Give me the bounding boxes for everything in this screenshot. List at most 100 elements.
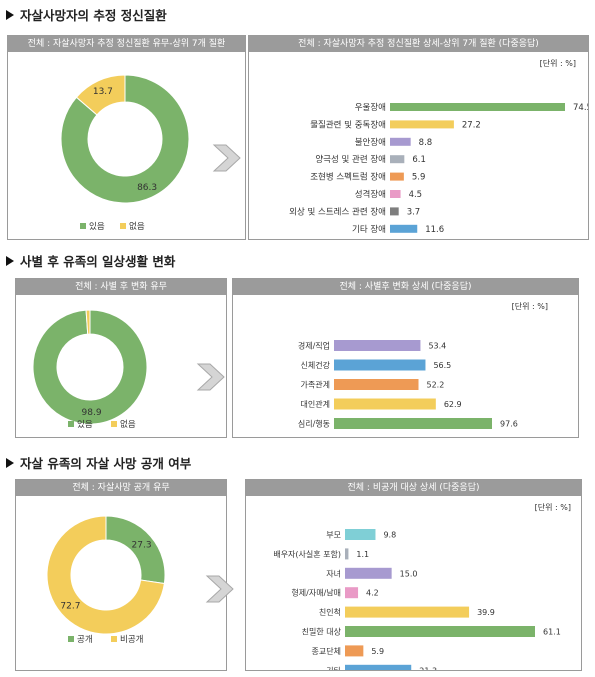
- bar-panel-header: 전체 : 비공개 대상 상세 (다중응답): [246, 480, 581, 496]
- bar: [390, 207, 399, 216]
- pie-value-label: 27.3: [132, 540, 152, 550]
- legend-swatch: [111, 421, 117, 427]
- pie-value-label: 13.7: [93, 87, 113, 97]
- bar: [345, 664, 412, 670]
- bar-value-label: 4.5: [409, 190, 423, 200]
- bar: [345, 645, 364, 657]
- legend-swatch: [111, 636, 117, 642]
- bar: [334, 379, 419, 390]
- legend-swatch: [120, 223, 126, 229]
- bar: [345, 548, 349, 560]
- donut-chart-1: 86.3 있음 13.7 없음: [60, 74, 190, 232]
- bar-value-label: 53.4: [428, 342, 446, 351]
- bar: [390, 120, 454, 129]
- bar-value-label: 39.9: [477, 608, 495, 617]
- pie-panel-header: 전체 : 사별 후 변화 유무: [16, 279, 226, 295]
- bar-value-label: 27.2: [462, 120, 481, 130]
- bar-value-label: 5.9: [371, 647, 384, 656]
- bar-value-label: 97.6: [500, 420, 518, 429]
- bar: [390, 224, 418, 233]
- pie-value-label: 86.3: [137, 183, 157, 193]
- bar-category-label: 친밀한 대상: [302, 627, 342, 637]
- bar: [345, 606, 470, 618]
- arrow-bullet-icon: [6, 255, 14, 266]
- legend-label: 비공개: [120, 634, 143, 645]
- bar-category-label: 가족관계: [301, 380, 330, 390]
- pie-slice: [60, 74, 190, 204]
- chevron-right-icon: [196, 363, 225, 391]
- legend-swatch: [68, 421, 74, 427]
- unit-label: [단위 : %]: [534, 503, 571, 512]
- arrow-bullet-icon: [6, 9, 14, 20]
- bar: [334, 398, 436, 410]
- bar-value-label: 1.1: [356, 550, 369, 559]
- bar-category-label: 종교단체: [312, 646, 341, 656]
- bar-panel-1: 전체 : 자살사망자 추정 정신질환 상세-상위 7개 질환 (다중응답) [단…: [248, 35, 589, 240]
- bar-category-label: 기타 장애: [352, 224, 386, 235]
- pie-panel-header: 전체 : 자살사망 공개 유무: [16, 480, 226, 496]
- bar-category-label: 배우자(사실혼 포함): [273, 549, 341, 559]
- bar-category-label: 조현병 스펙트럼 장애: [310, 172, 386, 183]
- pie-slice: [46, 515, 165, 635]
- bar: [345, 529, 376, 540]
- legend-swatch: [80, 223, 86, 229]
- section-title-text: 사별 후 유족의 일상생활 변화: [20, 254, 176, 269]
- chevron-right-icon: [205, 575, 234, 603]
- bar-value-label: 8.8: [419, 138, 433, 148]
- bar-value-label: 61.1: [543, 628, 561, 637]
- legend-label: 없음: [129, 222, 145, 232]
- legend-label: 없음: [120, 420, 136, 430]
- bar-category-label: 신체건강: [301, 360, 331, 370]
- bar-value-label: 6.1: [412, 155, 426, 165]
- pie-slice: [85, 309, 91, 335]
- bar-panel-2: 전체 : 사별후 변화 상세 (다중응답) [단위 : %] 경제/직업 53.4…: [232, 278, 579, 438]
- bar-value-label: 21.3: [419, 666, 437, 670]
- bar-chart-3: 부모 9.8 배우자(사실혼 포함) 1.1 자녀 15.0 형제/자매/남매 4.2 친인척 3…: [273, 529, 561, 670]
- bar: [390, 190, 401, 198]
- bar-value-label: 3.7: [407, 207, 421, 217]
- bar-category-label: 기타: [326, 666, 341, 670]
- bar-value-label: 56.5: [433, 361, 451, 370]
- bar-value-label: 11.6: [425, 225, 444, 235]
- bar: [390, 155, 405, 164]
- bar: [390, 172, 404, 181]
- pie-panel-2: 전체 : 사별 후 변화 유무 98.9 있음 없음: [15, 278, 227, 438]
- pie-value-label: 98.9: [82, 408, 102, 418]
- bar-category-label: 대인관계: [301, 399, 330, 409]
- bar-panel-header: 전체 : 사별후 변화 상세 (다중응답): [233, 279, 578, 295]
- bar-category-label: 우울장애: [355, 102, 386, 113]
- bar-panel-header: 전체 : 자살사망자 추정 정신질환 상세-상위 7개 질환 (다중응답): [249, 36, 588, 52]
- legend-swatch: [68, 636, 74, 642]
- bar: [334, 340, 421, 351]
- bar-category-label: 물질관련 및 중독장애: [310, 119, 386, 130]
- bar: [345, 626, 535, 637]
- bar-chart-1: 우울장애 74.5 물질관련 및 중독장애 27.2 불안장애 8.8 양극성 및 관련 장…: [289, 102, 588, 235]
- arrow-bullet-icon: [6, 457, 14, 468]
- section-title-text: 자살 유족의 자살 사망 공개 여부: [20, 456, 192, 471]
- bar: [334, 359, 426, 371]
- pie-slice: [75, 74, 126, 116]
- section-title-text: 자살사망자의 추정 정신질환: [20, 8, 167, 23]
- bar: [390, 137, 411, 146]
- bar-category-label: 부모: [326, 531, 341, 540]
- unit-label: [단위 : %]: [511, 302, 548, 311]
- bar-category-label: 경제/직업: [298, 341, 330, 351]
- chevron-right-icon: [212, 144, 241, 172]
- bar-category-label: 형제/자매/남매: [291, 589, 341, 598]
- bar: [334, 418, 492, 429]
- bar-category-label: 불안장애: [355, 137, 386, 148]
- section-title-1: 자살사망자의 추정 정신질환: [6, 5, 167, 24]
- donut-chart-3: 27.3 공개 72.7 비공개: [46, 515, 166, 645]
- bar: [390, 103, 565, 111]
- bar-value-label: 62.9: [444, 400, 462, 409]
- bar-category-label: 심리/행동: [298, 419, 330, 429]
- bar-category-label: 자녀: [326, 569, 341, 578]
- bar-value-label: 4.2: [366, 589, 379, 598]
- bar-value-label: 52.2: [427, 381, 445, 390]
- unit-label: [단위 : %]: [539, 59, 576, 68]
- legend-label: 공개: [77, 634, 93, 645]
- bar-category-label: 친인척: [319, 607, 341, 617]
- bar-category-label: 외상 및 스트레스 관련 장애: [289, 206, 386, 217]
- section-title-3: 자살 유족의 자살 사망 공개 여부: [6, 453, 191, 472]
- legend-label: 있음: [77, 419, 93, 430]
